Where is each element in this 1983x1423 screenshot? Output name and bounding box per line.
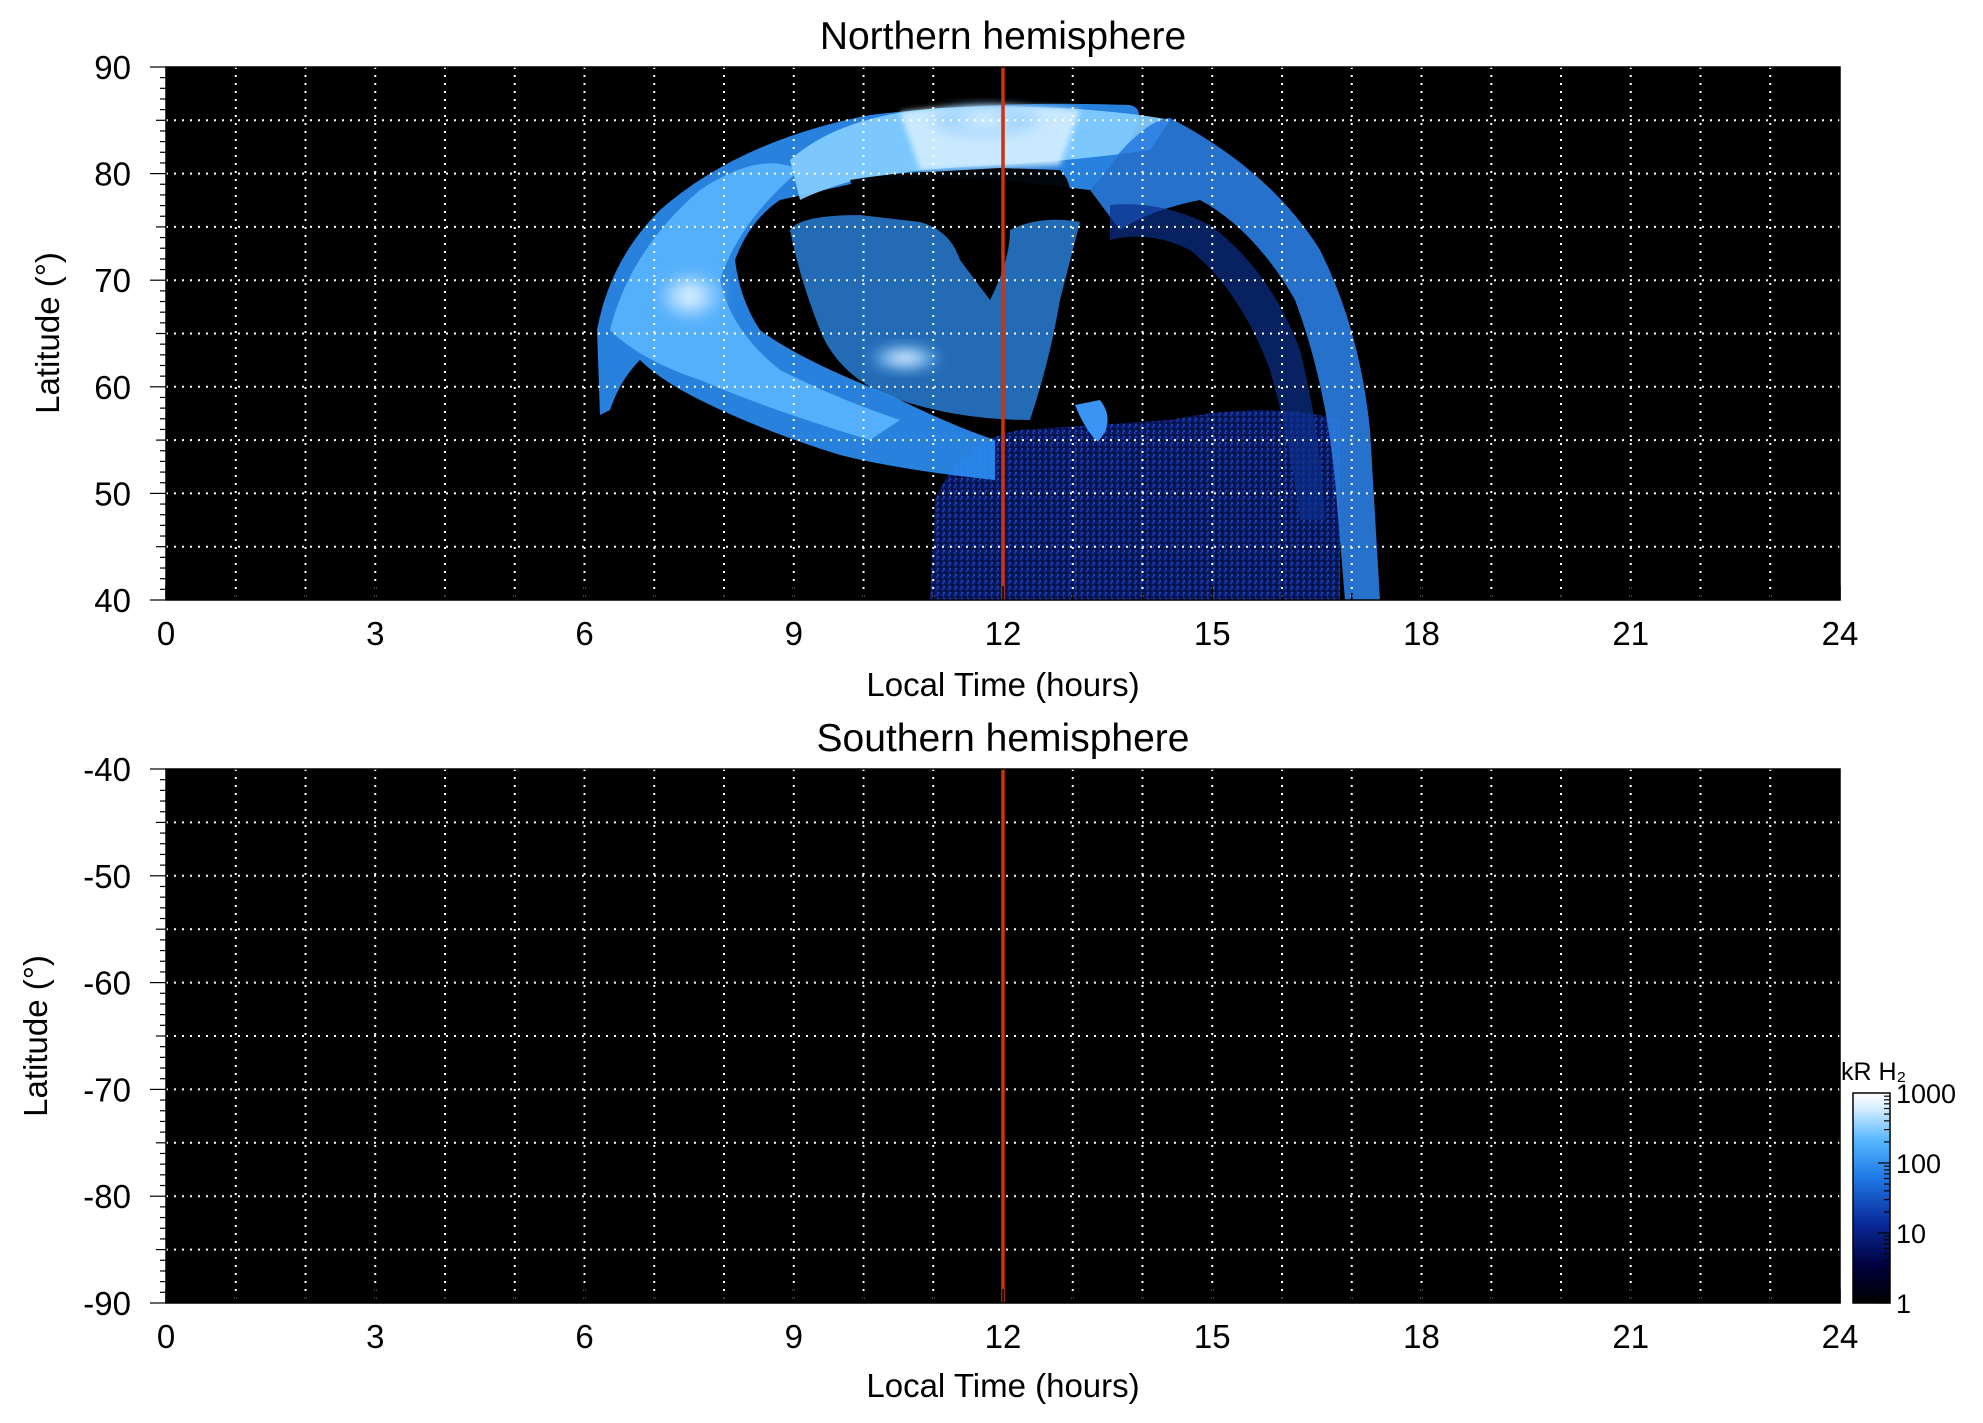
southern-panel: Southern hemisphere 0 3 6 9 12 15 18 21 24 -40 -5… xyxy=(17,717,1858,1404)
aurora-dusk-edge xyxy=(1110,204,1325,520)
southern-ylabel: Latitude (°) xyxy=(17,955,54,1117)
aurora-dayside-diffuse xyxy=(930,410,1340,600)
northern-y-tick-label: 50 xyxy=(94,475,131,512)
northern-aurora xyxy=(597,102,1380,600)
southern-x-tick-label: 18 xyxy=(1403,1318,1440,1355)
colorbar-ticks: 1000 100 10 1 xyxy=(1878,1079,1956,1319)
northern-y-ticks: 40 50 60 70 80 90 xyxy=(94,49,166,619)
northern-xlabel: Local Time (hours) xyxy=(866,666,1139,703)
northern-title: Northern hemisphere xyxy=(820,15,1186,58)
northern-ylabel: Latitude (°) xyxy=(29,252,66,414)
southern-y-tick-label: -60 xyxy=(83,965,131,1002)
northern-x-tick-label: 15 xyxy=(1194,615,1231,652)
southern-x-tick-label: 9 xyxy=(785,1318,803,1355)
northern-y-tick-label: 60 xyxy=(94,369,131,406)
northern-y-tick-label: 80 xyxy=(94,156,131,193)
aurora-polar-dark xyxy=(850,168,1070,260)
southern-x-tick-label: 24 xyxy=(1822,1318,1859,1355)
colorbar-title: kR H₂ xyxy=(1841,1058,1906,1086)
colorbar-tick-label: 1000 xyxy=(1896,1079,1956,1109)
northern-x-tick-label: 9 xyxy=(785,615,803,652)
southern-y-tick-label: -80 xyxy=(83,1178,131,1215)
southern-x-tick-label: 0 xyxy=(157,1318,175,1355)
northern-x-tick-label: 18 xyxy=(1403,615,1440,652)
aurora-dusk-spot xyxy=(1075,400,1108,442)
southern-x-tick-label: 3 xyxy=(366,1318,384,1355)
northern-panel: Northern hemisphere xyxy=(29,15,1858,703)
colorbar: kR H₂ 1000 100 10 1 xyxy=(1841,1058,1956,1319)
aurora-bright-patch-dawn xyxy=(648,264,732,328)
southern-y-tick-label: -90 xyxy=(83,1285,131,1322)
southern-title: Southern hemisphere xyxy=(817,717,1190,760)
southern-x-ticks: 0 3 6 9 12 15 18 21 24 xyxy=(157,1289,1859,1355)
colorbar-gradient xyxy=(1852,1092,1891,1304)
aurora-bright-patch-noon xyxy=(925,102,1045,138)
northern-y-tick-label: 70 xyxy=(94,262,131,299)
northern-x-ticks: 0 3 6 9 12 15 18 21 24 xyxy=(157,586,1859,652)
southern-xlabel: Local Time (hours) xyxy=(866,1367,1139,1404)
northern-y-tick-label: 40 xyxy=(94,582,131,619)
southern-y-tick-label: -50 xyxy=(83,858,131,895)
southern-y-ticks: -40 -50 -60 -70 -80 -90 xyxy=(83,751,166,1322)
aurora-dawn-arc xyxy=(610,163,900,441)
northern-x-tick-label: 12 xyxy=(985,615,1022,652)
northern-x-tick-label: 0 xyxy=(157,615,175,652)
northern-y-tick-label: 90 xyxy=(94,49,131,86)
southern-x-tick-label: 6 xyxy=(575,1318,593,1355)
southern-y-tick-label: -40 xyxy=(83,751,131,788)
northern-x-tick-label: 24 xyxy=(1822,615,1859,652)
southern-x-tick-label: 15 xyxy=(1194,1318,1231,1355)
colorbar-tick-label: 1 xyxy=(1896,1289,1911,1319)
colorbar-tick-label: 10 xyxy=(1896,1219,1926,1249)
northern-x-tick-label: 21 xyxy=(1612,615,1649,652)
aurora-bright-patch-prenoon xyxy=(865,342,945,374)
northern-x-tick-label: 3 xyxy=(366,615,384,652)
northern-x-tick-label: 6 xyxy=(575,615,593,652)
colorbar-tick-label: 100 xyxy=(1896,1149,1941,1179)
aurora-dusk-band xyxy=(1090,118,1380,600)
southern-x-tick-label: 21 xyxy=(1612,1318,1649,1355)
southern-x-tick-label: 12 xyxy=(985,1318,1022,1355)
aurora-inner-dawn xyxy=(790,215,1080,420)
southern-y-tick-label: -70 xyxy=(83,1071,131,1108)
